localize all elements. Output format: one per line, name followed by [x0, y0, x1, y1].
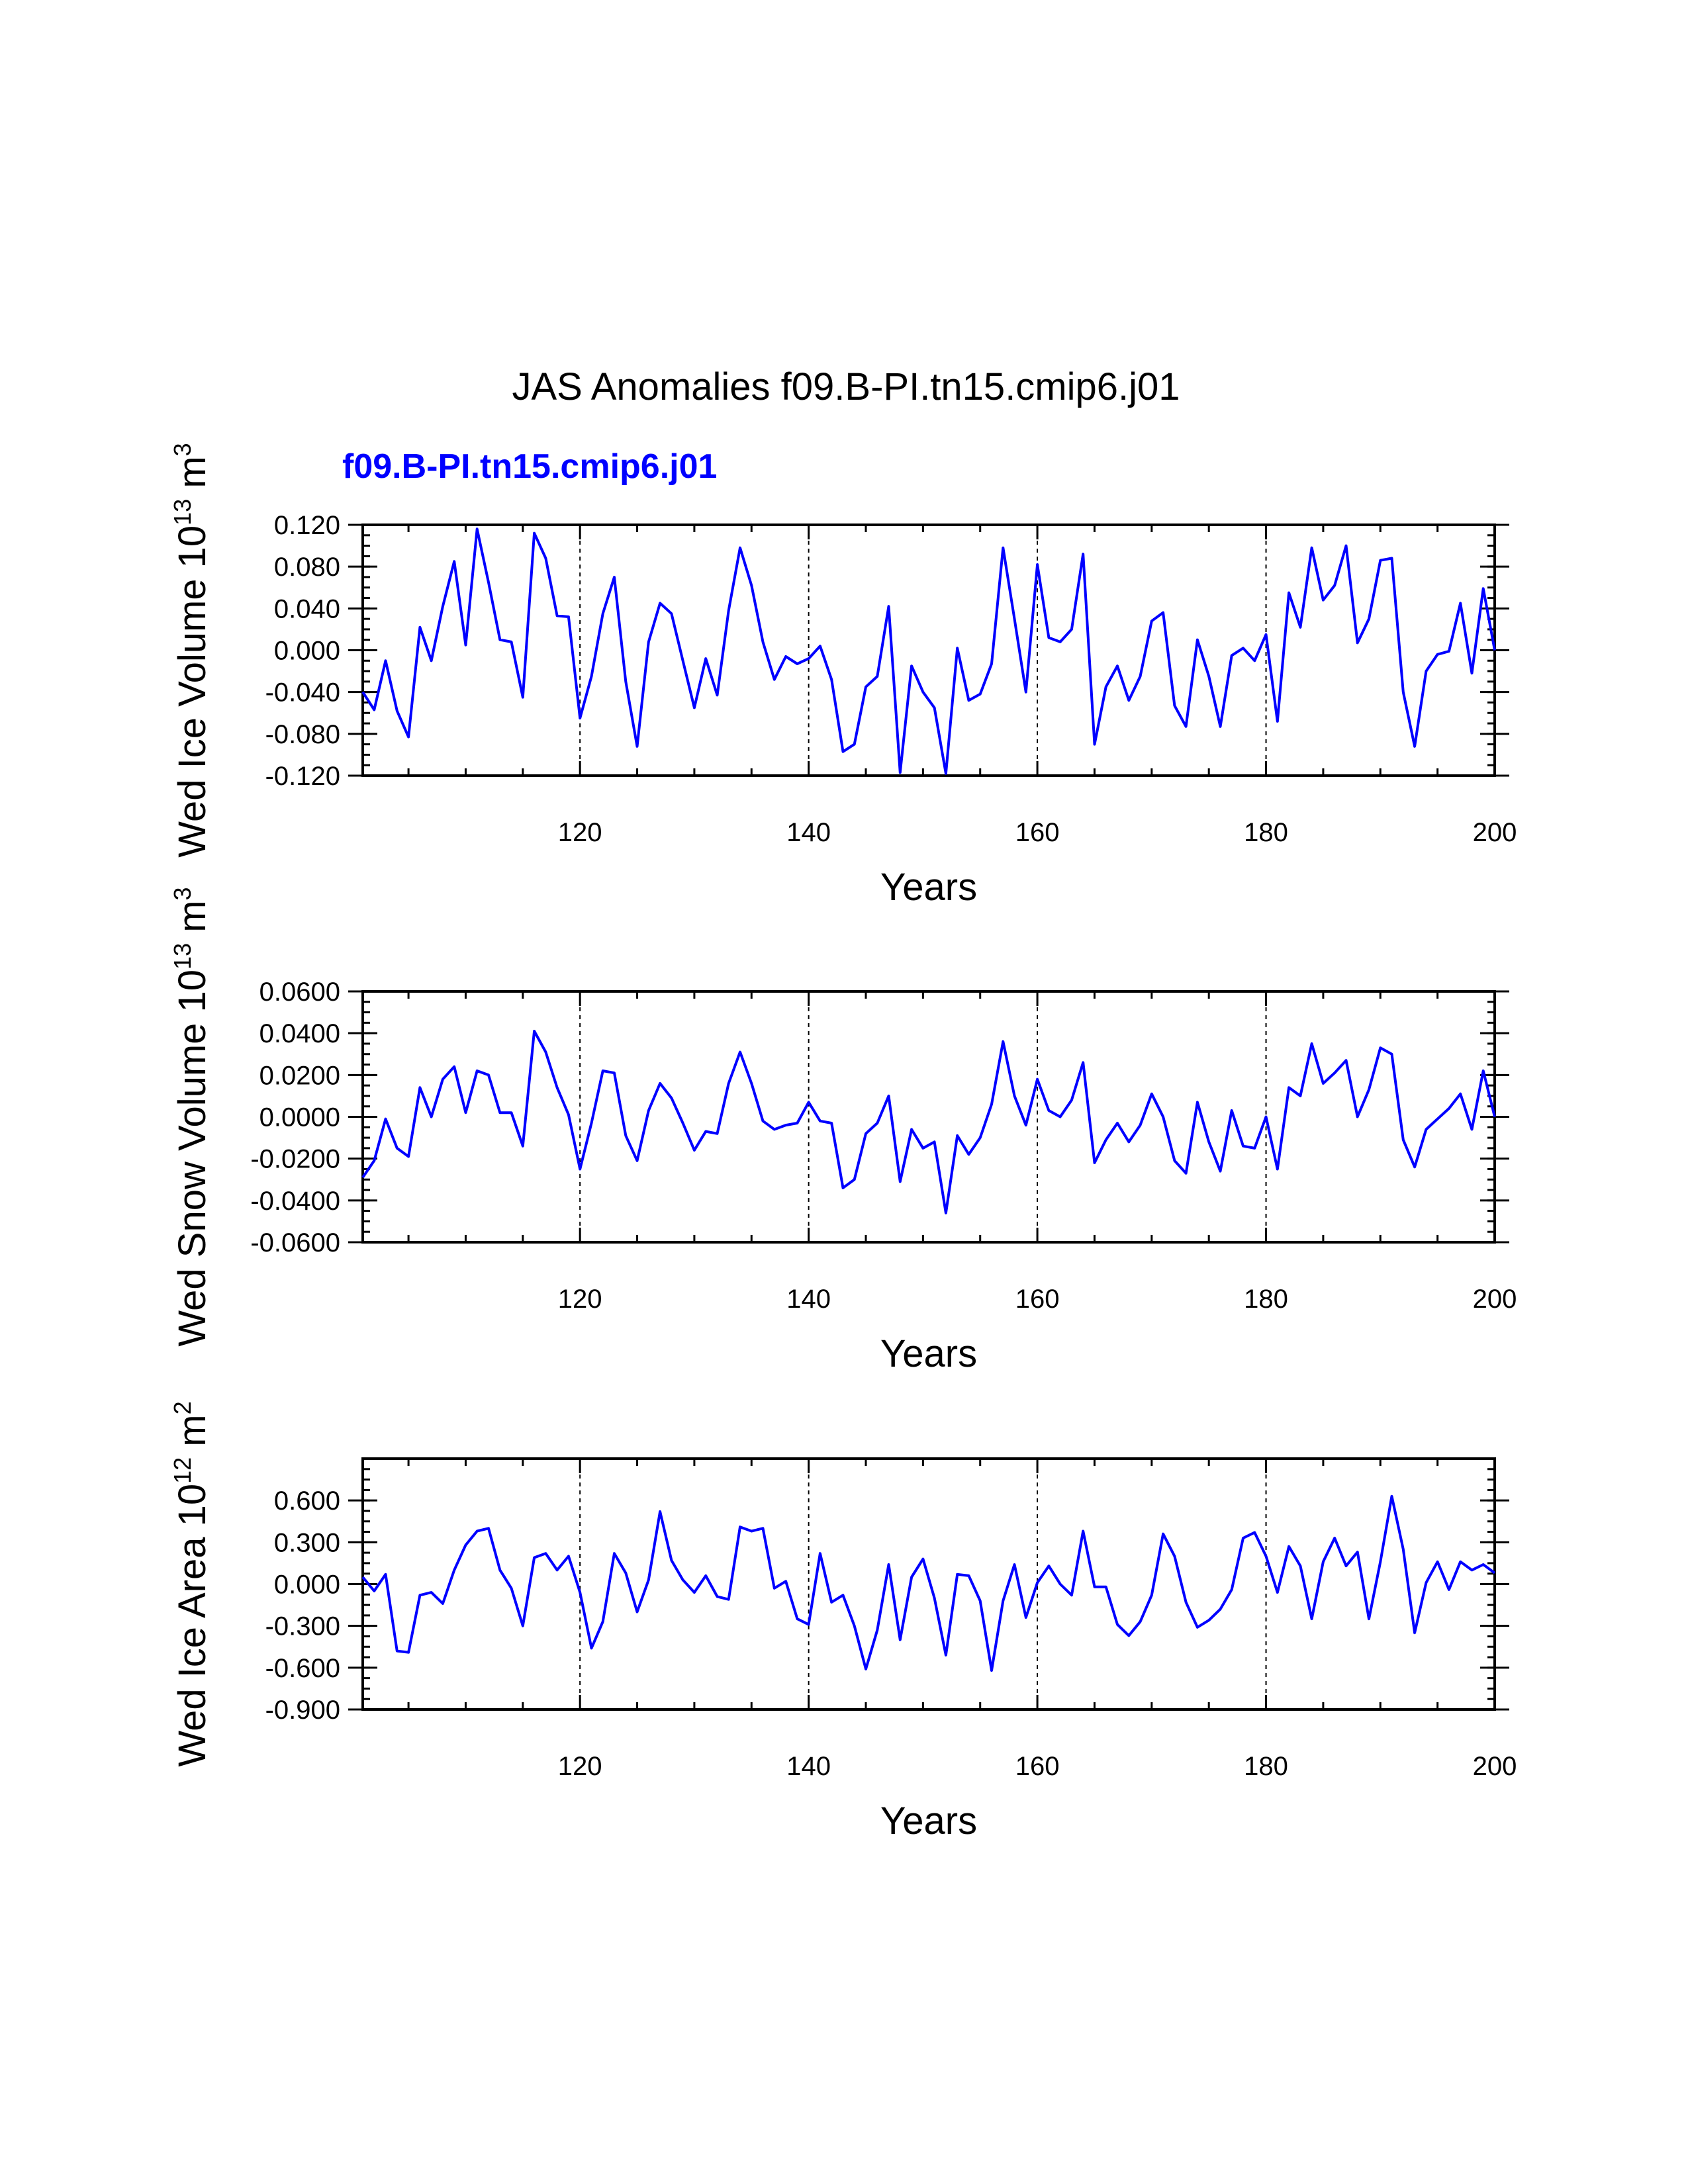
y-tick-label: -0.120 [265, 762, 340, 791]
y-axis-title: Wed Snow Volume 1013 m3 [169, 887, 214, 1346]
panel-3: 120 140 160 180 200 -0.900 -0.600 -0.300 0.000 0.… [169, 1401, 1517, 1843]
y-tick-label: -0.040 [265, 678, 340, 707]
y-tick-label: -0.080 [265, 720, 340, 749]
x-tick-label: 160 [1015, 818, 1060, 847]
y-tick-label: 0.300 [274, 1528, 340, 1557]
x-tick-label: 200 [1473, 818, 1517, 847]
y-tick-label: -0.0600 [250, 1228, 340, 1257]
y-tick-label: -0.0400 [250, 1187, 340, 1216]
y-tick-label: 0.000 [274, 637, 340, 666]
plot-frame [361, 1457, 1496, 1711]
x-tick-label: 120 [558, 1752, 602, 1781]
y-tick-label: -0.300 [265, 1612, 340, 1641]
panel-1: 120 140 160 180 200 -0.120 -0.080 -0.040 0.000 0.… [169, 443, 1517, 909]
y-tick-label: 0.0000 [259, 1103, 340, 1132]
x-tick-label: 180 [1244, 1285, 1288, 1314]
x-tick-label: 140 [786, 818, 831, 847]
x-tick-label: 200 [1473, 1285, 1517, 1314]
x-axis-title: Years [880, 866, 977, 909]
x-tick-label: 160 [1015, 1752, 1060, 1781]
x-axis-title: Years [880, 1332, 977, 1375]
y-tick-label: 0.080 [274, 553, 340, 582]
y-tick-label: 0.000 [274, 1570, 340, 1600]
panels: 120 140 160 180 200 -0.120 -0.080 -0.040 0.000 0.… [169, 443, 1517, 1843]
x-tick-label: 140 [786, 1752, 831, 1781]
data-series-line [361, 527, 1496, 775]
panel-2: 120 140 160 180 200 -0.0600 -0.0400 -0.0200 0.00… [169, 887, 1517, 1375]
x-tick-label: 120 [558, 1285, 602, 1314]
chart-subtitle: f09.B-PI.tn15.cmip6.j01 [342, 447, 717, 486]
data-series-line [361, 1494, 1496, 1672]
y-tick-label: 0.040 [274, 594, 340, 623]
chart-title: JAS Anomalies f09.B-PI.tn15.cmip6.j01 [512, 365, 1180, 408]
y-tick-label: -0.900 [265, 1696, 340, 1725]
x-tick-label: 160 [1015, 1285, 1060, 1314]
y-tick-label: 0.600 [274, 1486, 340, 1516]
data-series-line [361, 1030, 1496, 1214]
x-tick-label: 120 [558, 818, 602, 847]
y-tick-label: -0.0200 [250, 1145, 340, 1174]
x-tick-label: 180 [1244, 1752, 1288, 1781]
y-axis-title: Wed Ice Area 1012 m2 [169, 1401, 214, 1766]
x-axis-title: Years [880, 1799, 977, 1843]
y-tick-label: 0.120 [274, 511, 340, 540]
y-tick-label: -0.600 [265, 1654, 340, 1683]
x-tick-label: 200 [1473, 1752, 1517, 1781]
y-tick-label: 0.0600 [259, 978, 340, 1007]
x-tick-label: 180 [1244, 818, 1288, 847]
plot-frame [361, 990, 1496, 1244]
x-tick-label: 140 [786, 1285, 831, 1314]
y-axis-title: Wed Ice Volume 1013 m3 [169, 443, 214, 857]
y-tick-label: 0.0200 [259, 1061, 340, 1090]
y-tick-label: 0.0400 [259, 1019, 340, 1048]
